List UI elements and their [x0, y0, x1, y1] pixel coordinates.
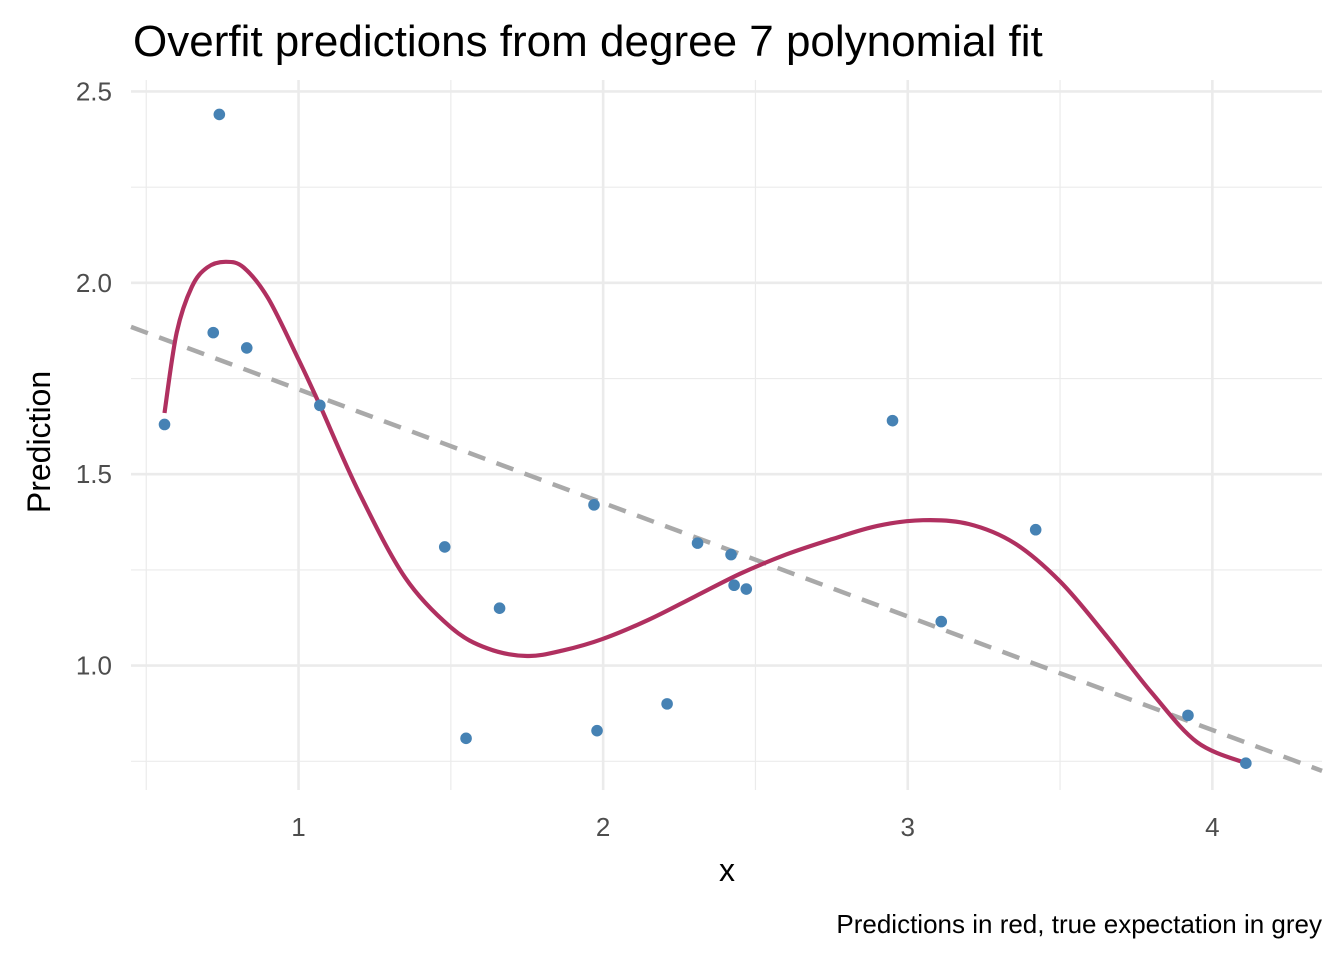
data-point	[886, 414, 899, 427]
y-axis-title: Prediction	[21, 371, 57, 513]
data-point	[591, 724, 603, 737]
y-axis-ticks: 1.0 1.5 2.0 2.5	[76, 76, 112, 680]
prediction-curve-group	[162, 259, 1247, 766]
data-point	[438, 541, 451, 553]
y-tick-label: 1.5	[76, 459, 112, 489]
true-expectation-line	[130, 324, 1323, 774]
chart-title: Overfit predictions from degree 7 polyno…	[133, 17, 1043, 66]
x-tick-label: 3	[901, 812, 915, 842]
x-tick-label: 4	[1205, 812, 1219, 842]
data-point	[1240, 757, 1252, 770]
x-axis-title: x	[719, 852, 735, 888]
caption: Predictions in red, true expectation in …	[836, 909, 1322, 939]
prediction-curve	[162, 259, 1247, 766]
data-point	[935, 615, 948, 628]
data-point	[240, 342, 253, 354]
data-point	[493, 602, 506, 614]
data-points	[158, 108, 1252, 770]
data-point	[691, 537, 704, 549]
data-point	[158, 418, 171, 431]
y-tick-label: 2.5	[76, 76, 112, 106]
data-point	[1182, 709, 1194, 722]
true-expectation-line-group	[130, 324, 1323, 774]
data-point	[207, 326, 220, 339]
x-tick-label: 2	[596, 812, 610, 842]
x-tick-label: 1	[291, 812, 305, 842]
data-point	[314, 399, 326, 412]
y-tick-label: 1.0	[76, 651, 112, 681]
x-axis-ticks: 1 2 3 4	[291, 812, 1219, 842]
data-point	[588, 499, 600, 511]
data-point	[740, 583, 753, 595]
data-point	[661, 698, 673, 710]
data-point	[728, 579, 740, 592]
grid	[131, 80, 1322, 790]
data-point	[213, 108, 226, 121]
data-point	[1029, 523, 1042, 536]
y-tick-label: 2.0	[76, 268, 112, 298]
data-point	[725, 548, 737, 561]
data-point	[460, 732, 472, 745]
